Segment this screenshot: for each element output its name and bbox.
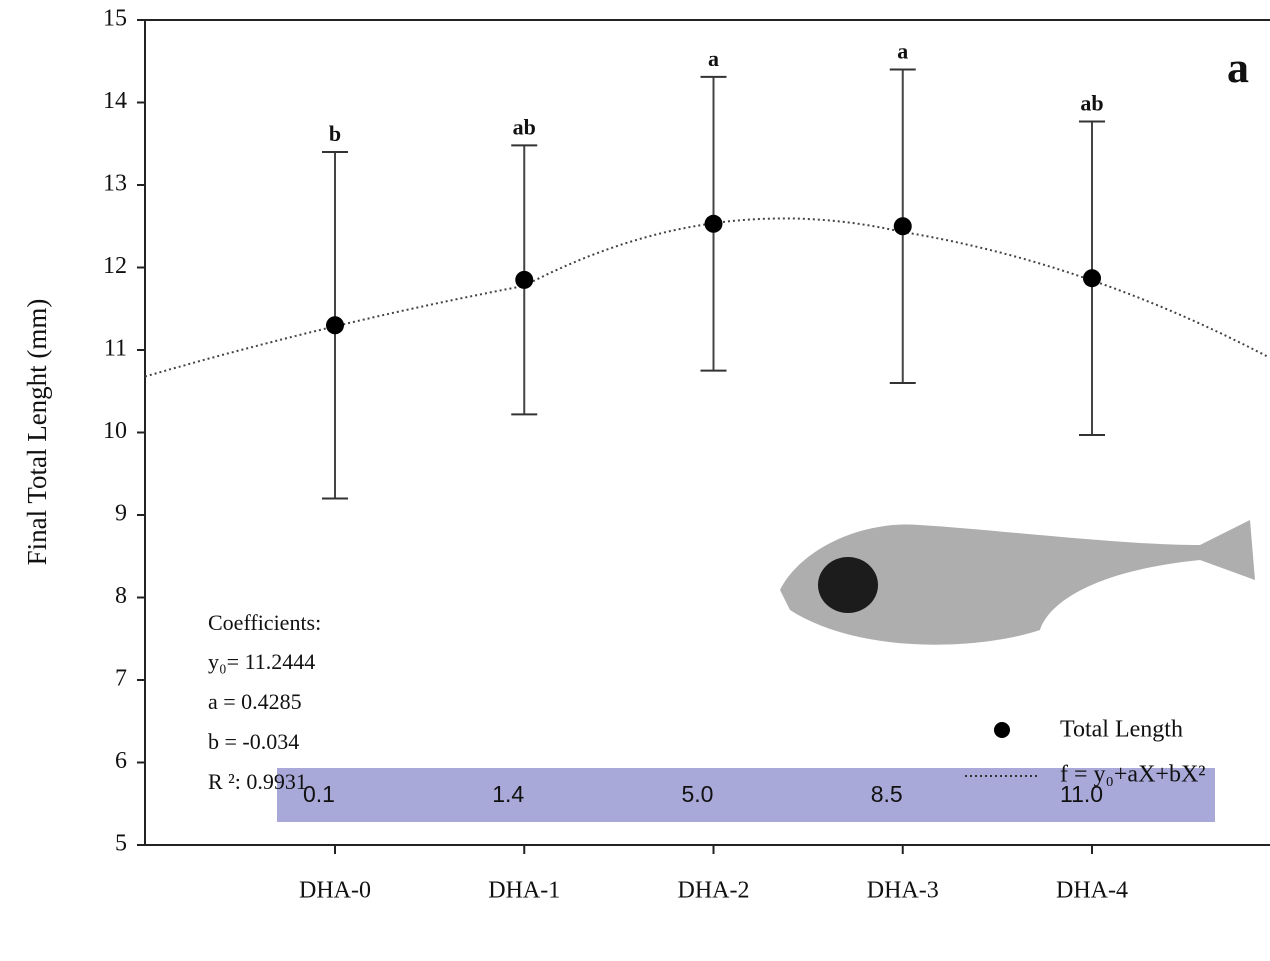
- data-point: [515, 270, 534, 289]
- x-tick-label: DHA-2: [678, 878, 750, 904]
- y-tick-label: 7: [115, 666, 127, 692]
- significance-letter: ab: [1080, 91, 1103, 116]
- coefficient-value: 0.9931: [246, 769, 307, 794]
- legend-fit-label: f = y₀+aX+bX²: [1060, 762, 1205, 788]
- x-tick-label: DHA-0: [299, 878, 371, 904]
- y-tick-label: 11: [104, 336, 127, 362]
- coefficient: R ²: 0.9931: [208, 769, 307, 794]
- coefficient-label: R ²:: [208, 769, 241, 794]
- coefficient: y₀= 11.2444: [208, 649, 315, 674]
- coefficient-value: -0.034: [242, 729, 299, 754]
- data-point: [326, 316, 344, 335]
- coefficient-value: 11.2444: [245, 649, 316, 674]
- y-tick-label: 8: [115, 583, 127, 609]
- fish-illustration: [780, 520, 1255, 645]
- fit-curve: [144, 217, 1270, 378]
- y-tick-label: 5: [115, 831, 127, 857]
- data-point: [704, 214, 723, 233]
- x-tick-label: DHA-3: [867, 878, 939, 904]
- significance-letter: b: [329, 121, 341, 146]
- y-tick-label: 12: [103, 253, 127, 279]
- legend-marker: [994, 722, 1010, 738]
- coefficient-label: y₀=: [208, 649, 239, 674]
- data-point: [893, 217, 912, 236]
- significance-letter: ab: [513, 114, 536, 139]
- y-tick-label: 9: [115, 501, 127, 527]
- level-band: [277, 768, 1215, 822]
- y-axis-title: Final Total Lenght (mm): [22, 299, 52, 566]
- dha-level: 0.1: [303, 781, 335, 807]
- y-tick-label: 15: [103, 6, 127, 32]
- x-tick-label: DHA-1: [488, 878, 560, 904]
- coefficient-label: b =: [208, 729, 237, 754]
- y-tick-label: 6: [115, 748, 127, 774]
- dha-level: 1.4: [492, 781, 524, 807]
- y-tick-label: 13: [103, 171, 127, 197]
- y-tick-label: 10: [103, 418, 127, 444]
- legend-label: Total Length: [1060, 717, 1183, 743]
- significance-letter: a: [897, 39, 908, 64]
- dha-level: 11.0: [1060, 781, 1103, 807]
- coefficient-value: 0.4285: [241, 689, 302, 714]
- dha-level: 5.0: [682, 781, 714, 807]
- data-point: [1083, 269, 1101, 288]
- significance-letter: a: [708, 46, 719, 71]
- dha-level: 8.5: [871, 781, 903, 807]
- coefficient-label: a =: [208, 689, 236, 714]
- y-tick-label: 14: [103, 88, 127, 114]
- coefficient: b = -0.034: [208, 729, 299, 754]
- coefficient: a = 0.4285: [208, 689, 302, 714]
- x-tick-label: DHA-4: [1056, 878, 1128, 904]
- coefficients-title: Coefficients:: [208, 610, 321, 635]
- panel-label: a: [1227, 43, 1249, 92]
